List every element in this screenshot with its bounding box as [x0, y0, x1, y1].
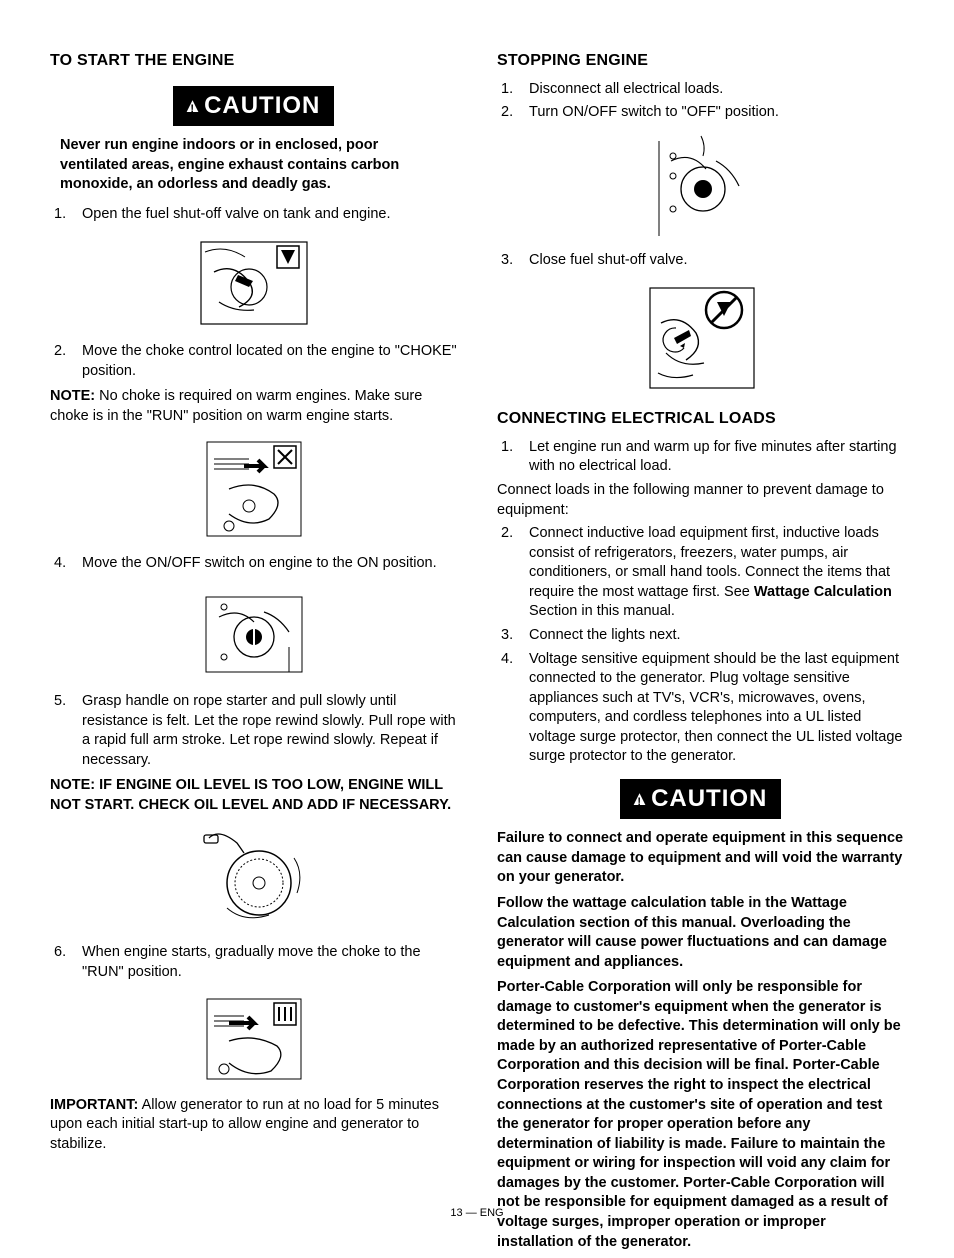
step-text: Close fuel shut-off valve.: [529, 251, 904, 271]
start-steps-list-2: 2.Move the choke control located on the …: [50, 342, 457, 381]
caution-label: CAUTION: [204, 90, 320, 122]
connect-steps-list-2: 2.Connect inductive load equipment first…: [497, 524, 904, 767]
stop-steps-list: 1.Disconnect all electrical loads. 2.Tur…: [497, 80, 904, 123]
list-item: 3.Close fuel shut-off valve.: [497, 251, 904, 271]
step-number: 1.: [497, 438, 529, 477]
stopping-engine-heading: STOPPING ENGINE: [497, 50, 904, 72]
connecting-loads-heading: CONNECTING ELECTRICAL LOADS: [497, 408, 904, 430]
rope-starter-illustration: [50, 823, 457, 933]
note-label: NOTE:: [50, 388, 95, 404]
step-text: Disconnect all electrical loads.: [529, 80, 904, 100]
list-item: 1.Open the fuel shut-off valve on tank a…: [50, 205, 457, 225]
step-text: Move the ON/OFF switch on engine to the …: [82, 554, 457, 574]
start-steps-list-5: 5.Grasp handle on rope starter and pull …: [50, 692, 457, 770]
connect-steps-list: 1.Let engine run and warm up for five mi…: [497, 438, 904, 477]
caution-banner-wrap-2: ▲! CAUTION: [497, 773, 904, 829]
caution-banner: ▲! CAUTION: [620, 779, 782, 819]
step-number: 5.: [50, 692, 82, 770]
left-column: TO START THE ENGINE ▲! CAUTION Never run…: [50, 50, 457, 1258]
list-item: 2.Turn ON/OFF switch to "OFF" position.: [497, 103, 904, 123]
caution-warnings: Failure to connect and operate equipment…: [497, 829, 904, 1252]
run-position-illustration: [50, 991, 457, 1086]
switch-on-illustration: [50, 582, 457, 682]
caution-warning-1: Failure to connect and operate equipment…: [497, 829, 904, 888]
choke-illustration: [50, 434, 457, 544]
step-number: 3.: [497, 251, 529, 271]
caution-banner: ▲! CAUTION: [173, 86, 335, 126]
list-item: 4.Move the ON/OFF switch on engine to th…: [50, 554, 457, 574]
start-engine-heading: TO START THE ENGINE: [50, 50, 457, 72]
list-item: 2.Move the choke control located on the …: [50, 342, 457, 381]
step-text: Move the choke control located on the en…: [82, 342, 457, 381]
connect-intro: Connect loads in the following manner to…: [497, 481, 904, 520]
list-item: 6.When engine starts, gradually move the…: [50, 943, 457, 982]
close-valve-illustration: [497, 278, 904, 398]
step-text: Connect inductive load equipment first, …: [529, 524, 904, 622]
step-number: 2.: [497, 524, 529, 622]
step-number: 1.: [50, 205, 82, 225]
text-part: Section in this manual.: [529, 603, 675, 619]
important-label: IMPORTANT:: [50, 1097, 138, 1113]
step-number: 1.: [497, 80, 529, 100]
stop-steps-list-3: 3.Close fuel shut-off valve.: [497, 251, 904, 271]
start-steps-list-4: 4.Move the ON/OFF switch on engine to th…: [50, 554, 457, 574]
start-steps-list-6: 6.When engine starts, gradually move the…: [50, 943, 457, 982]
step-number: 2.: [50, 342, 82, 381]
choke-note: NOTE: No choke is required on warm engin…: [50, 387, 457, 426]
list-item: 4.Voltage sensitive equipment should be …: [497, 650, 904, 767]
step-text: When engine starts, gradually move the c…: [82, 943, 457, 982]
right-column: STOPPING ENGINE 1.Disconnect all electri…: [497, 50, 904, 1258]
oil-level-note: NOTE: IF ENGINE OIL LEVEL IS TOO LOW, EN…: [50, 776, 457, 815]
step-text: Grasp handle on rope starter and pull sl…: [82, 692, 457, 770]
exhaust-warning: Never run engine indoors or in enclosed,…: [50, 136, 457, 201]
list-item: 1.Let engine run and warm up for five mi…: [497, 438, 904, 477]
step-text: Voltage sensitive equipment should be th…: [529, 650, 904, 767]
step-text: Open the fuel shut-off valve on tank and…: [82, 205, 457, 225]
step-number: 6.: [50, 943, 82, 982]
fuel-valve-illustration: [50, 232, 457, 332]
step-text: Let engine run and warm up for five minu…: [529, 438, 904, 477]
important-note: IMPORTANT: Allow generator to run at no …: [50, 1096, 457, 1155]
step-number: 2.: [497, 103, 529, 123]
page-footer: 13 — ENG: [0, 1206, 954, 1221]
step-number: 4.: [50, 554, 82, 574]
list-item: 1.Disconnect all electrical loads.: [497, 80, 904, 100]
caution-warning-2: Follow the wattage calculation table in …: [497, 894, 904, 972]
switch-off-illustration: [497, 131, 904, 241]
list-item: 3.Connect the lights next.: [497, 626, 904, 646]
step-number: 3.: [497, 626, 529, 646]
step-text: Connect the lights next.: [529, 626, 904, 646]
caution-label: CAUTION: [651, 783, 767, 815]
list-item: 5.Grasp handle on rope starter and pull …: [50, 692, 457, 770]
caution-banner-wrap: ▲! CAUTION: [50, 80, 457, 136]
step-text: Turn ON/OFF switch to "OFF" position.: [529, 103, 904, 123]
start-steps-list: 1.Open the fuel shut-off valve on tank a…: [50, 205, 457, 225]
wattage-calc-ref: Wattage Calculation: [754, 584, 892, 600]
list-item: 2.Connect inductive load equipment first…: [497, 524, 904, 622]
step-number: 4.: [497, 650, 529, 767]
note-text: No choke is required on warm engines. Ma…: [50, 388, 422, 424]
